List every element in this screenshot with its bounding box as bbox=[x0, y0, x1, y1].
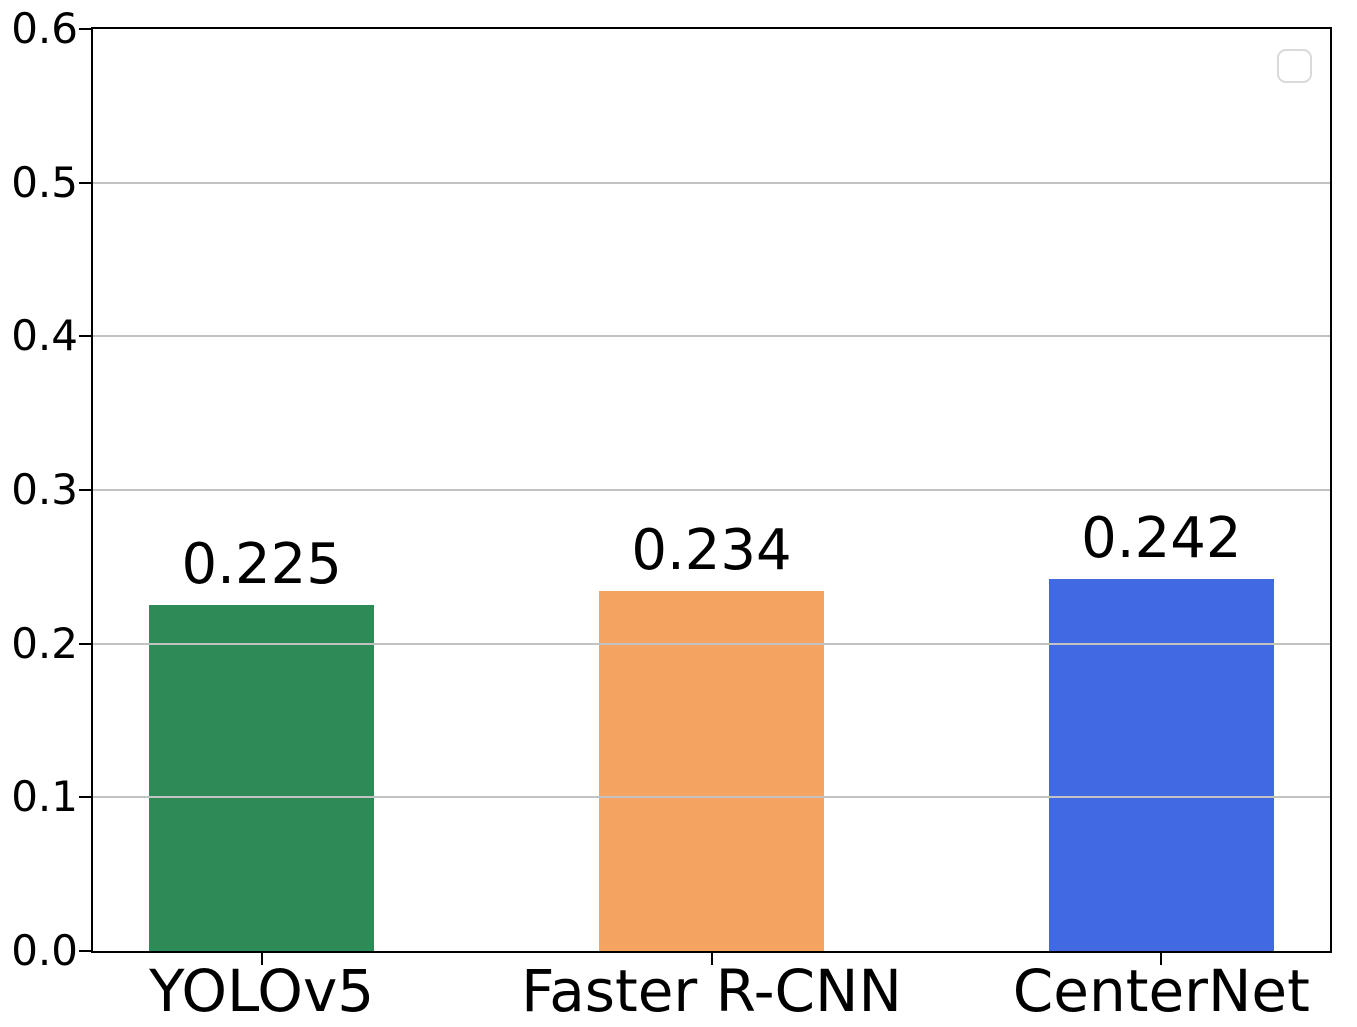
y-tick-mark bbox=[79, 642, 91, 645]
gridline bbox=[93, 642, 1330, 645]
x-tick-label: Faster R-CNN bbox=[521, 957, 902, 1025]
x-tick-mark bbox=[260, 953, 263, 965]
bar bbox=[149, 605, 375, 951]
x-tick-label: CenterNet bbox=[1012, 957, 1310, 1025]
y-tick-mark bbox=[79, 181, 91, 184]
x-tick-label: YOLOv5 bbox=[149, 957, 375, 1025]
x-tick-mark bbox=[710, 953, 713, 965]
y-tick-label: 0.2 bbox=[11, 618, 78, 668]
y-tick-mark bbox=[79, 950, 91, 952]
bar bbox=[1048, 579, 1274, 951]
bar-value-label: 0.242 bbox=[1081, 506, 1242, 572]
y-tick-label: 0.1 bbox=[11, 772, 78, 822]
bar-value-label: 0.225 bbox=[181, 532, 342, 598]
y-tick-mark bbox=[79, 796, 91, 799]
legend-box bbox=[1277, 49, 1312, 83]
bar bbox=[599, 591, 824, 951]
gridline bbox=[93, 335, 1330, 338]
gridline bbox=[93, 181, 1330, 184]
y-tick-label: 0.5 bbox=[11, 157, 78, 207]
plot-area: 0.225 0.234 0.242 bbox=[91, 27, 1332, 953]
y-tick-label: 0.4 bbox=[11, 311, 78, 361]
y-tick-label: 0.3 bbox=[11, 465, 78, 514]
gridline bbox=[93, 796, 1330, 799]
y-tick-mark bbox=[79, 28, 91, 30]
gridline bbox=[93, 489, 1330, 491]
y-tick-mark bbox=[79, 489, 91, 491]
y-tick-label: 0.6 bbox=[11, 4, 78, 53]
y-tick-mark bbox=[79, 335, 91, 338]
y-tick-label: 0.0 bbox=[11, 926, 78, 975]
x-tick-mark bbox=[1160, 953, 1163, 965]
bar-value-label: 0.234 bbox=[631, 518, 792, 584]
